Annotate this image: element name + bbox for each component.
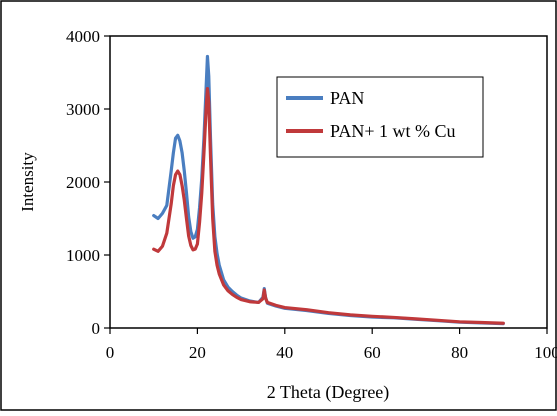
y-axis-label: Intensity	[18, 152, 37, 212]
x-tick-label: 20	[189, 343, 206, 362]
x-tick-label: 80	[451, 343, 468, 362]
legend-box	[276, 76, 484, 158]
series-line-pan-cu	[152, 86, 505, 325]
x-tick-label: 0	[106, 343, 115, 362]
legend: PAN PAN+ 1 wt % Cu	[276, 76, 484, 158]
x-tick-label: 40	[276, 343, 293, 362]
y-tick-label: 2000	[66, 173, 100, 192]
series-layer	[152, 54, 505, 326]
y-tick-label: 3000	[66, 100, 100, 119]
x-tick-label: 60	[364, 343, 381, 362]
x-tick-label: 100	[534, 343, 557, 362]
y-axis-ticks: 0 1000 2000 3000 4000	[66, 27, 110, 338]
y-tick-label: 0	[92, 319, 101, 338]
x-axis-ticks: 0 20 40 60 80 100	[106, 328, 557, 362]
legend-label-pan-cu: PAN+ 1 wt % Cu	[330, 121, 456, 141]
x-axis-label: 2 Theta (Degree)	[267, 382, 390, 403]
legend-label-pan: PAN	[330, 88, 364, 108]
y-tick-label: 1000	[66, 246, 100, 265]
y-tick-label: 4000	[66, 27, 100, 46]
